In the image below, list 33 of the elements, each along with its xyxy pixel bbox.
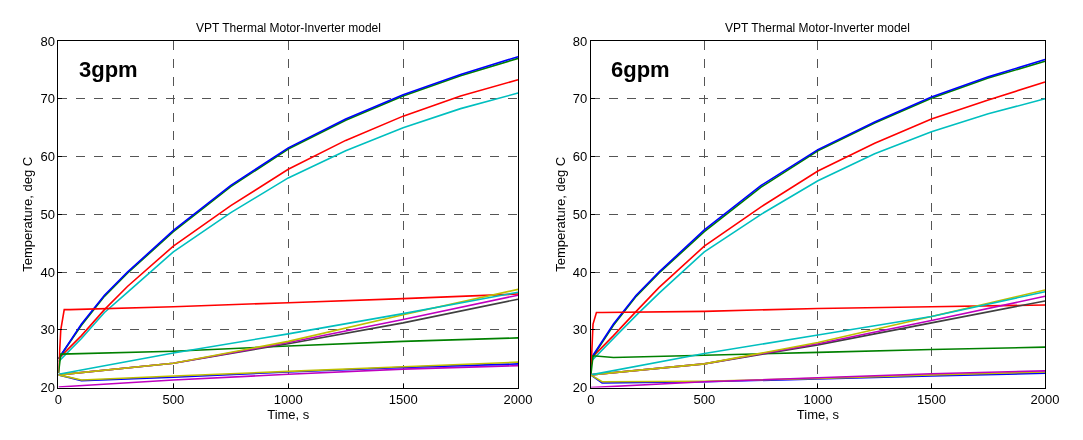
y-tick-label: 40 <box>572 264 588 280</box>
x-tick-label: 500 <box>693 392 716 408</box>
y-tick-label: 30 <box>40 322 55 338</box>
y-tick-label: 60 <box>572 149 588 165</box>
x-tick-label: 500 <box>162 392 185 408</box>
x-axis-title: Time, s <box>267 407 310 423</box>
x-axis-title: Time, s <box>796 407 840 423</box>
x-tick-label: 2000 <box>503 392 533 408</box>
y-tick-label: 80 <box>572 33 588 49</box>
y-tick-label: 60 <box>40 149 55 165</box>
chart-title: VPT Thermal Motor-Inverter model <box>725 21 910 35</box>
y-axis-title: Temperature, deg C <box>552 156 568 272</box>
x-tick-label: 1000 <box>803 392 833 408</box>
x-tick-label: 0 <box>587 392 595 408</box>
y-axis-title: Temperature, deg C <box>20 156 36 272</box>
y-tick-label: 20 <box>572 380 588 396</box>
y-tick-label: 80 <box>40 33 55 49</box>
x-tick-label: 1500 <box>917 392 946 408</box>
chart-title: VPT Thermal Motor-Inverter model <box>196 21 381 35</box>
y-tick-label: 70 <box>572 91 588 107</box>
x-tick-label: 2000 <box>1030 392 1060 408</box>
y-tick-label: 40 <box>40 264 55 280</box>
x-tick-label: 1500 <box>388 392 418 408</box>
line-series <box>58 337 519 374</box>
y-tick-label: 20 <box>40 380 55 396</box>
y-tick-label: 70 <box>40 91 55 107</box>
y-tick-label: 50 <box>572 206 588 222</box>
x-tick-label: 1000 <box>273 392 303 408</box>
y-tick-label: 30 <box>572 322 588 338</box>
annotation: 3gpm <box>79 57 138 82</box>
x-tick-label: 0 <box>54 392 63 408</box>
annotation: 6gpm <box>611 57 670 82</box>
y-tick-label: 50 <box>40 206 55 222</box>
